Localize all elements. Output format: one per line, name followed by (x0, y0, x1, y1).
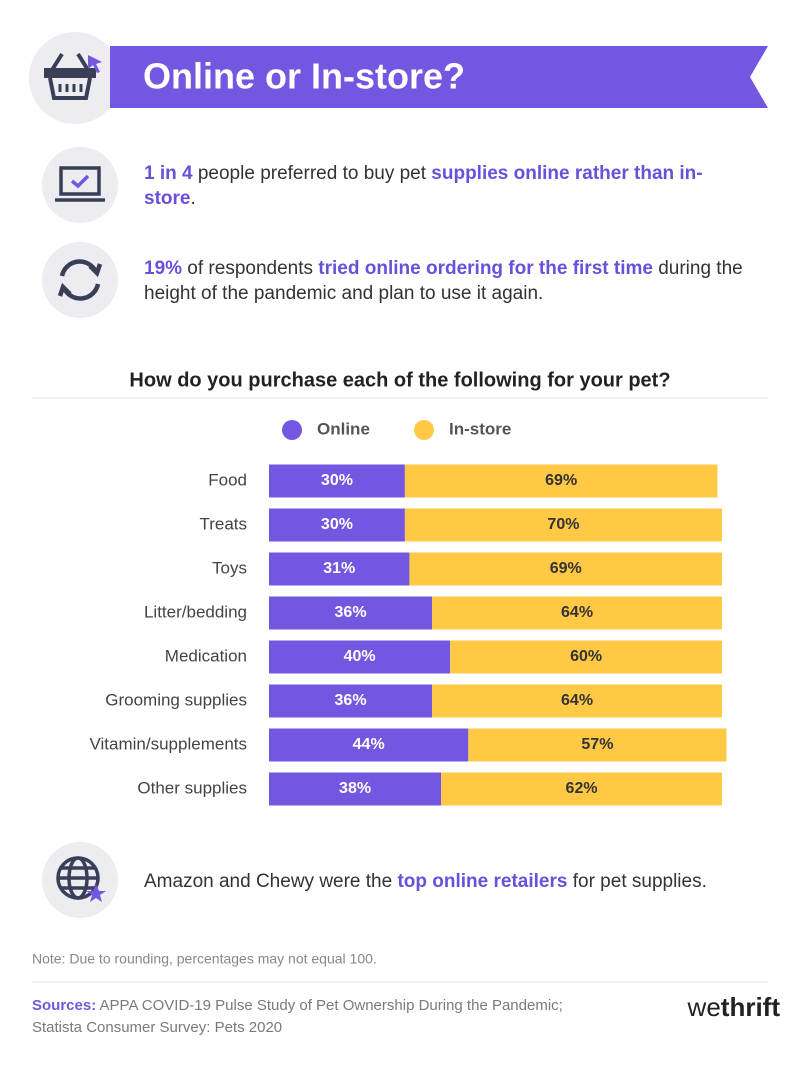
header-title: Online or In-store? (143, 56, 465, 97)
bar-segment (432, 684, 722, 718)
text: for pet supplies. (567, 871, 707, 892)
text: Amazon and Chewy were the (144, 871, 398, 892)
value-label: 36% (335, 692, 367, 709)
bar-segment (468, 728, 727, 762)
category-label: Litter/bedding (144, 602, 247, 621)
text: during the height of the pandemic and pl… (144, 258, 743, 304)
bar-segment (269, 464, 405, 498)
bar-segment (450, 640, 722, 674)
value-label: 57% (581, 736, 613, 753)
chart-title: How do you purchase each of the followin… (129, 369, 670, 391)
highlight-text: supplies online rather than in-store (144, 163, 703, 209)
legend-swatch (414, 420, 434, 440)
legend-swatch (282, 420, 302, 440)
bar-segment (404, 464, 718, 498)
fact: 1 in 4 people preferred to buy pet suppl… (144, 161, 754, 211)
value-label: 69% (550, 560, 582, 577)
value-label: 30% (321, 516, 353, 533)
highlight-text: tried online ordering for the first time (318, 258, 653, 279)
bar-segment (269, 772, 442, 806)
sources: Sources: APPA COVID-19 Pulse Study of Pe… (32, 997, 563, 1014)
value-label: 70% (547, 516, 579, 533)
value-label: 31% (323, 560, 355, 577)
legend-label: Online (317, 419, 370, 438)
value-label: 30% (321, 472, 353, 489)
fact: 19% of respondents tried online ordering… (144, 256, 754, 306)
banner (110, 46, 768, 108)
icon-bg (42, 842, 118, 918)
category-label: Vitamin/supplements (90, 734, 248, 753)
bar-segment (404, 508, 722, 542)
highlight-text: 19% (144, 258, 183, 279)
fact: Amazon and Chewy were the top online ret… (144, 869, 754, 894)
category-label: Medication (165, 646, 247, 665)
bar-segment (269, 640, 451, 674)
category-label: Grooming supplies (105, 690, 247, 709)
value-label: 64% (561, 604, 593, 621)
refresh-icon (57, 259, 103, 301)
value-label: 64% (561, 692, 593, 709)
category-label: Treats (199, 514, 247, 533)
source: APPA COVID-19 Pulse Study of Pet Ownersh… (100, 997, 563, 1014)
legend-label: In-store (449, 419, 511, 438)
value-label: 38% (339, 780, 371, 797)
logo-part: we (687, 992, 721, 1022)
value-label: 69% (545, 472, 577, 489)
value-label: 40% (344, 648, 376, 665)
text: . (190, 188, 196, 209)
value-label: 62% (566, 780, 598, 797)
bar-segment (432, 596, 722, 630)
category-label: Toys (212, 558, 247, 577)
text: of respondents (182, 258, 319, 279)
logo-part: thrift (721, 992, 781, 1022)
bar-segment (269, 552, 410, 586)
laptop-icon (55, 166, 105, 202)
basket-icon (44, 52, 96, 100)
globe-icon (56, 856, 100, 900)
highlight-text: 1 in 4 (144, 163, 193, 184)
bar-segment (441, 772, 722, 806)
note: Note: Due to rounding, percentages may n… (32, 951, 377, 967)
bar-segment (269, 684, 433, 718)
text: people preferred to buy pet (192, 163, 432, 184)
value-label: 60% (570, 648, 602, 665)
bar-segment (269, 596, 433, 630)
bar-segment (409, 552, 722, 586)
value-label: 44% (353, 736, 385, 753)
bar-segment (269, 508, 405, 542)
source: Statista Consumer Survey: Pets 2020 (32, 1019, 282, 1036)
value-label: 36% (335, 604, 367, 621)
category-label: Food (208, 470, 247, 489)
bar-segment (269, 728, 469, 762)
star-icon (86, 884, 106, 902)
logo: wethrift (687, 992, 781, 1022)
sources-label: Sources: (32, 997, 96, 1014)
cursor-icon (88, 55, 102, 73)
icon-bg (42, 242, 118, 318)
highlight-text: top online retailers (397, 871, 568, 892)
category-label: Other supplies (137, 778, 247, 797)
